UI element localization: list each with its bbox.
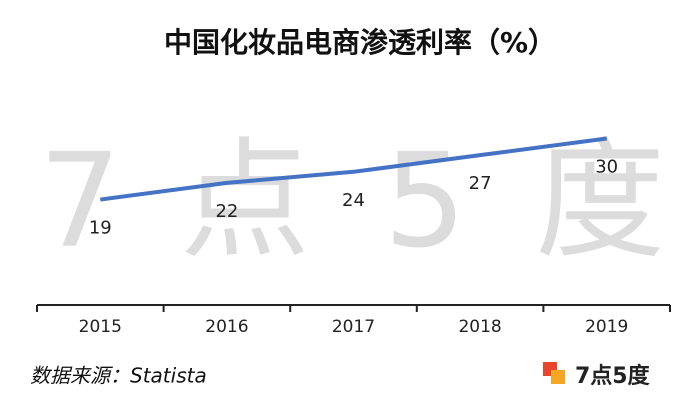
- logo-icon: [543, 362, 565, 384]
- watermark: 7: [39, 125, 122, 277]
- x-tick-label: 2018: [458, 317, 501, 337]
- chart-title: 中国化妆品电商渗透利率（%）: [164, 26, 556, 59]
- data-label: 19: [89, 218, 112, 239]
- x-tick-label: 2019: [585, 317, 628, 337]
- source: 数据来源：Statista: [30, 364, 207, 388]
- x-tick-label: 2016: [205, 317, 248, 337]
- data-label: 24: [342, 190, 365, 211]
- watermark: 度: [535, 125, 665, 277]
- x-tick-label: 2015: [79, 317, 122, 337]
- watermark: 点: [180, 125, 310, 277]
- data-label: 30: [595, 157, 618, 178]
- watermark: 5: [384, 125, 467, 277]
- line: [100, 136, 607, 202]
- data-label: 27: [469, 173, 492, 194]
- logo-text: 7点5度: [575, 363, 651, 389]
- x-tick-label: 2017: [332, 317, 375, 337]
- logo-square: [551, 370, 565, 384]
- data-label: 22: [215, 201, 238, 222]
